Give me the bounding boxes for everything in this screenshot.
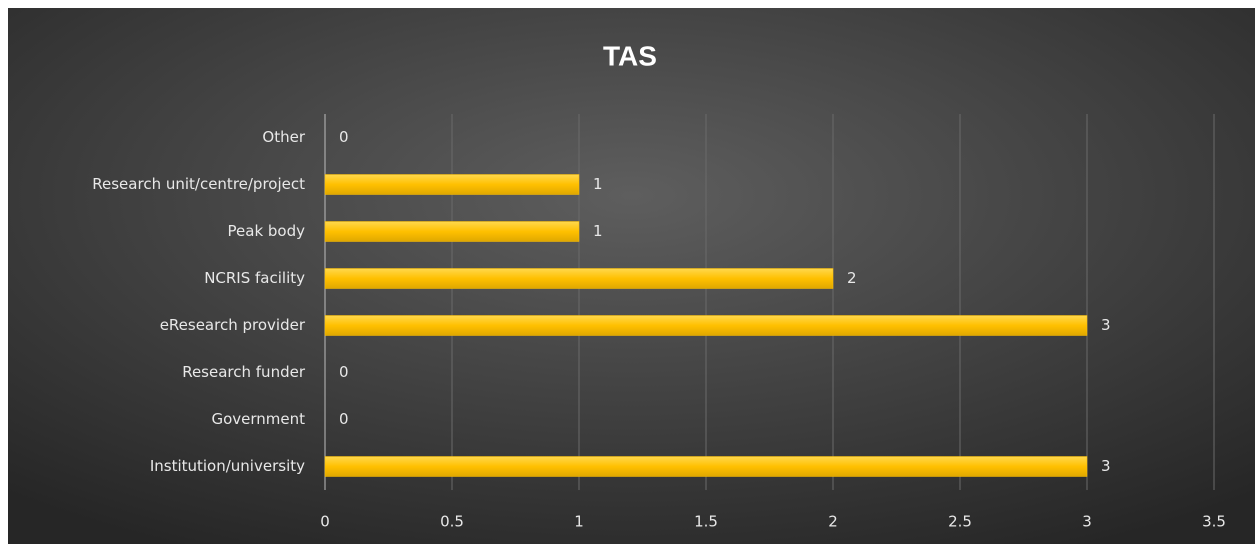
data-label: 1 <box>593 175 603 193</box>
data-label: 3 <box>1101 457 1111 475</box>
y-tick-label: Other <box>262 128 305 146</box>
data-label: 1 <box>593 222 603 240</box>
bar <box>324 315 1088 336</box>
bar <box>324 221 580 242</box>
y-tick-label: Government <box>211 410 305 428</box>
x-tick-label: 3 <box>1082 513 1092 531</box>
x-tick-label: 1 <box>574 513 584 531</box>
chart-title: TAS <box>603 40 657 71</box>
data-label: 2 <box>847 269 857 287</box>
data-label: 0 <box>339 128 349 146</box>
y-tick-label: eResearch provider <box>160 316 306 334</box>
x-tick-label: 1.5 <box>694 513 718 531</box>
bar <box>324 456 1088 477</box>
x-tick-label: 3.5 <box>1202 513 1226 531</box>
x-tick-label: 0.5 <box>440 513 464 531</box>
y-tick-label: NCRIS facility <box>204 269 305 287</box>
x-tick-label: 2.5 <box>948 513 972 531</box>
x-tick-label: 2 <box>828 513 838 531</box>
y-tick-label: Research funder <box>182 363 306 381</box>
y-tick-label: Peak body <box>228 222 306 240</box>
data-label: 3 <box>1101 316 1111 334</box>
bar <box>324 268 834 289</box>
data-label: 0 <box>339 363 349 381</box>
data-label: 0 <box>339 410 349 428</box>
x-tick-label: 0 <box>320 513 330 531</box>
y-tick-label: Institution/university <box>150 457 305 475</box>
y-tick-label: Research unit/centre/project <box>92 175 305 193</box>
bar <box>324 174 580 195</box>
